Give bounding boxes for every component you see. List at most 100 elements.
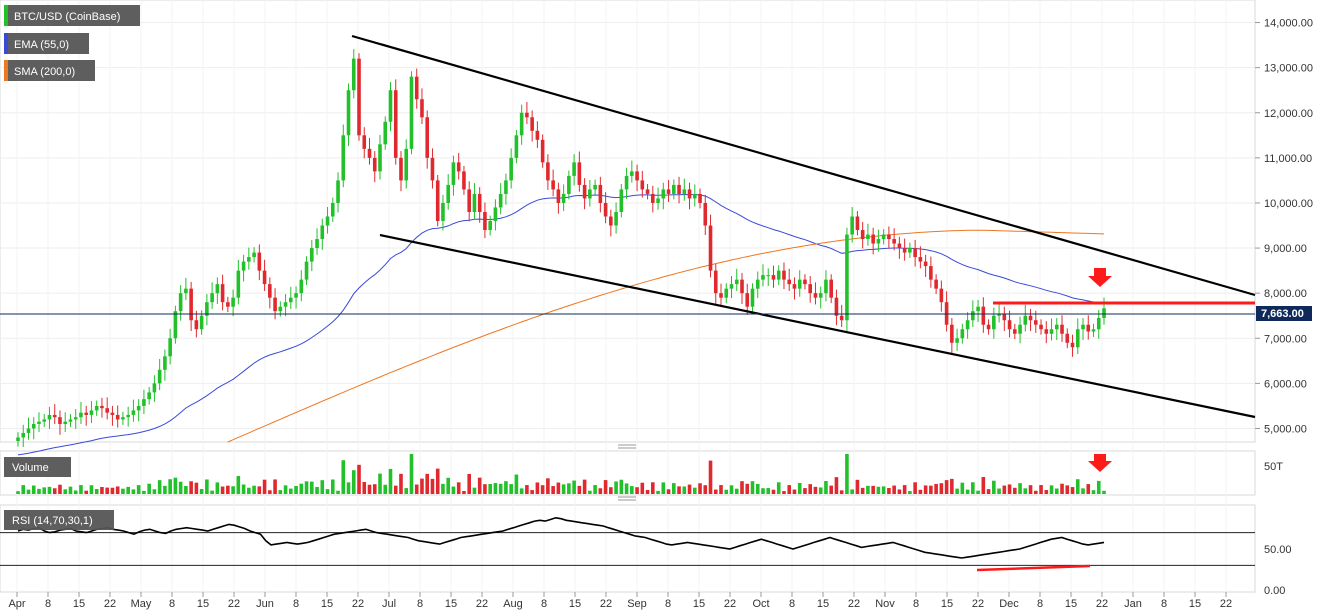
candle-body bbox=[834, 297, 839, 316]
candle-body bbox=[1086, 324, 1091, 332]
volume-bar bbox=[860, 487, 865, 494]
candle-body bbox=[818, 293, 823, 298]
volume-bar bbox=[336, 490, 340, 494]
time-tick-label: 22 bbox=[476, 598, 488, 610]
volume-bar bbox=[184, 486, 188, 494]
candle-body bbox=[1091, 329, 1096, 332]
volume-bar bbox=[278, 490, 283, 494]
candle-body bbox=[404, 148, 409, 181]
volume-bar bbox=[31, 485, 36, 494]
candle-body bbox=[771, 275, 776, 280]
volume-bar bbox=[651, 482, 655, 494]
candle-body bbox=[173, 311, 178, 339]
volume-bar bbox=[1086, 484, 1091, 494]
price-tick-label: 14,000.00 bbox=[1264, 18, 1313, 30]
candle-body bbox=[813, 293, 818, 298]
candle-body bbox=[776, 270, 781, 280]
candle-body bbox=[493, 207, 498, 221]
volume-bar bbox=[399, 473, 403, 494]
candle-body bbox=[1013, 329, 1017, 334]
candle-body bbox=[567, 175, 571, 194]
volume-bar bbox=[944, 480, 949, 494]
candle-body bbox=[205, 302, 209, 316]
volume-bar bbox=[1102, 490, 1106, 494]
volume-bar bbox=[808, 484, 813, 494]
time-tick-label: 8 bbox=[417, 598, 423, 610]
candle-body bbox=[346, 90, 351, 136]
price-down-arrow-icon bbox=[1088, 268, 1112, 287]
candle-body bbox=[960, 329, 965, 339]
candle-body bbox=[241, 261, 246, 271]
price-tick-label: 11,000.00 bbox=[1264, 153, 1312, 165]
volume-bar bbox=[1091, 490, 1096, 494]
price-tick-label: 6,000.00 bbox=[1264, 378, 1307, 390]
volume-bar bbox=[472, 487, 477, 494]
candle-body bbox=[755, 279, 760, 289]
volume-bar bbox=[68, 486, 73, 494]
candle-body bbox=[519, 112, 524, 136]
candle-body bbox=[981, 306, 986, 325]
legend-symbol[interactable]: BTC/USD (CoinBase) bbox=[4, 5, 140, 26]
volume-bar bbox=[960, 482, 965, 494]
volume-bar bbox=[289, 488, 293, 494]
volume-bar bbox=[136, 485, 141, 494]
candle-body bbox=[110, 412, 115, 415]
candle-body bbox=[745, 293, 750, 307]
volume-bar bbox=[692, 487, 697, 494]
candle-body bbox=[808, 284, 813, 294]
pane-resize-handle[interactable] bbox=[618, 496, 636, 501]
volume-bar bbox=[640, 482, 645, 494]
candle-body bbox=[52, 414, 57, 418]
rsi-support-line bbox=[976, 564, 1091, 572]
candle-body bbox=[950, 324, 954, 343]
candle-body bbox=[630, 171, 634, 176]
volume-bar bbox=[220, 486, 225, 494]
candle-body bbox=[860, 230, 865, 240]
volume-bar bbox=[666, 489, 671, 494]
legend-sma[interactable]: SMA (200,0) bbox=[4, 60, 95, 81]
time-tick-label: 15 bbox=[321, 598, 333, 610]
candle-body bbox=[671, 184, 676, 194]
price-tick-label: 13,000.00 bbox=[1264, 63, 1313, 75]
candle-body bbox=[367, 148, 372, 158]
candle-body bbox=[514, 135, 519, 158]
volume-bar bbox=[1023, 488, 1028, 494]
volume-bar bbox=[283, 485, 288, 494]
candle-body bbox=[435, 180, 440, 221]
candle-body bbox=[792, 284, 797, 289]
candle-body bbox=[467, 189, 471, 212]
volume-bar bbox=[902, 485, 907, 494]
volume-bar bbox=[157, 480, 162, 494]
volume-bar bbox=[493, 483, 498, 494]
candle-body bbox=[309, 248, 314, 262]
volume-bar bbox=[950, 478, 954, 494]
candle-body bbox=[845, 234, 849, 321]
time-tick-label: 15 bbox=[1065, 598, 1077, 610]
volume-bar bbox=[1054, 488, 1059, 494]
candle-body bbox=[194, 320, 199, 330]
volume-bar bbox=[89, 485, 94, 494]
volume-bar bbox=[740, 481, 744, 494]
candle-body bbox=[184, 288, 188, 294]
rsi-axis: 50.00 0.00 bbox=[1264, 544, 1292, 597]
candle-body bbox=[1070, 342, 1075, 348]
volume-bar bbox=[598, 488, 603, 494]
ema-path bbox=[17, 193, 1105, 456]
candle-body bbox=[73, 417, 78, 420]
candle-body bbox=[934, 279, 938, 289]
price-axis: 14,000.00 13,000.00 12,000.00 11,000.00 10,0… bbox=[1255, 18, 1313, 435]
candle-body bbox=[425, 117, 430, 158]
legend-rsi[interactable]: RSI (14,70,30,1) bbox=[4, 510, 114, 530]
legend-ema[interactable]: EMA (55,0) bbox=[4, 33, 89, 54]
candle-body bbox=[992, 315, 996, 330]
pane-resize-handle[interactable] bbox=[618, 444, 636, 449]
candle-body bbox=[540, 139, 545, 163]
volume-down-arrow-icon bbox=[1088, 454, 1112, 472]
candle-body bbox=[556, 189, 561, 203]
candle-body bbox=[21, 432, 26, 438]
legend-volume[interactable]: Volume bbox=[4, 457, 71, 477]
candle-body bbox=[593, 184, 597, 190]
candle-body bbox=[504, 180, 508, 194]
candle-body bbox=[839, 315, 844, 321]
